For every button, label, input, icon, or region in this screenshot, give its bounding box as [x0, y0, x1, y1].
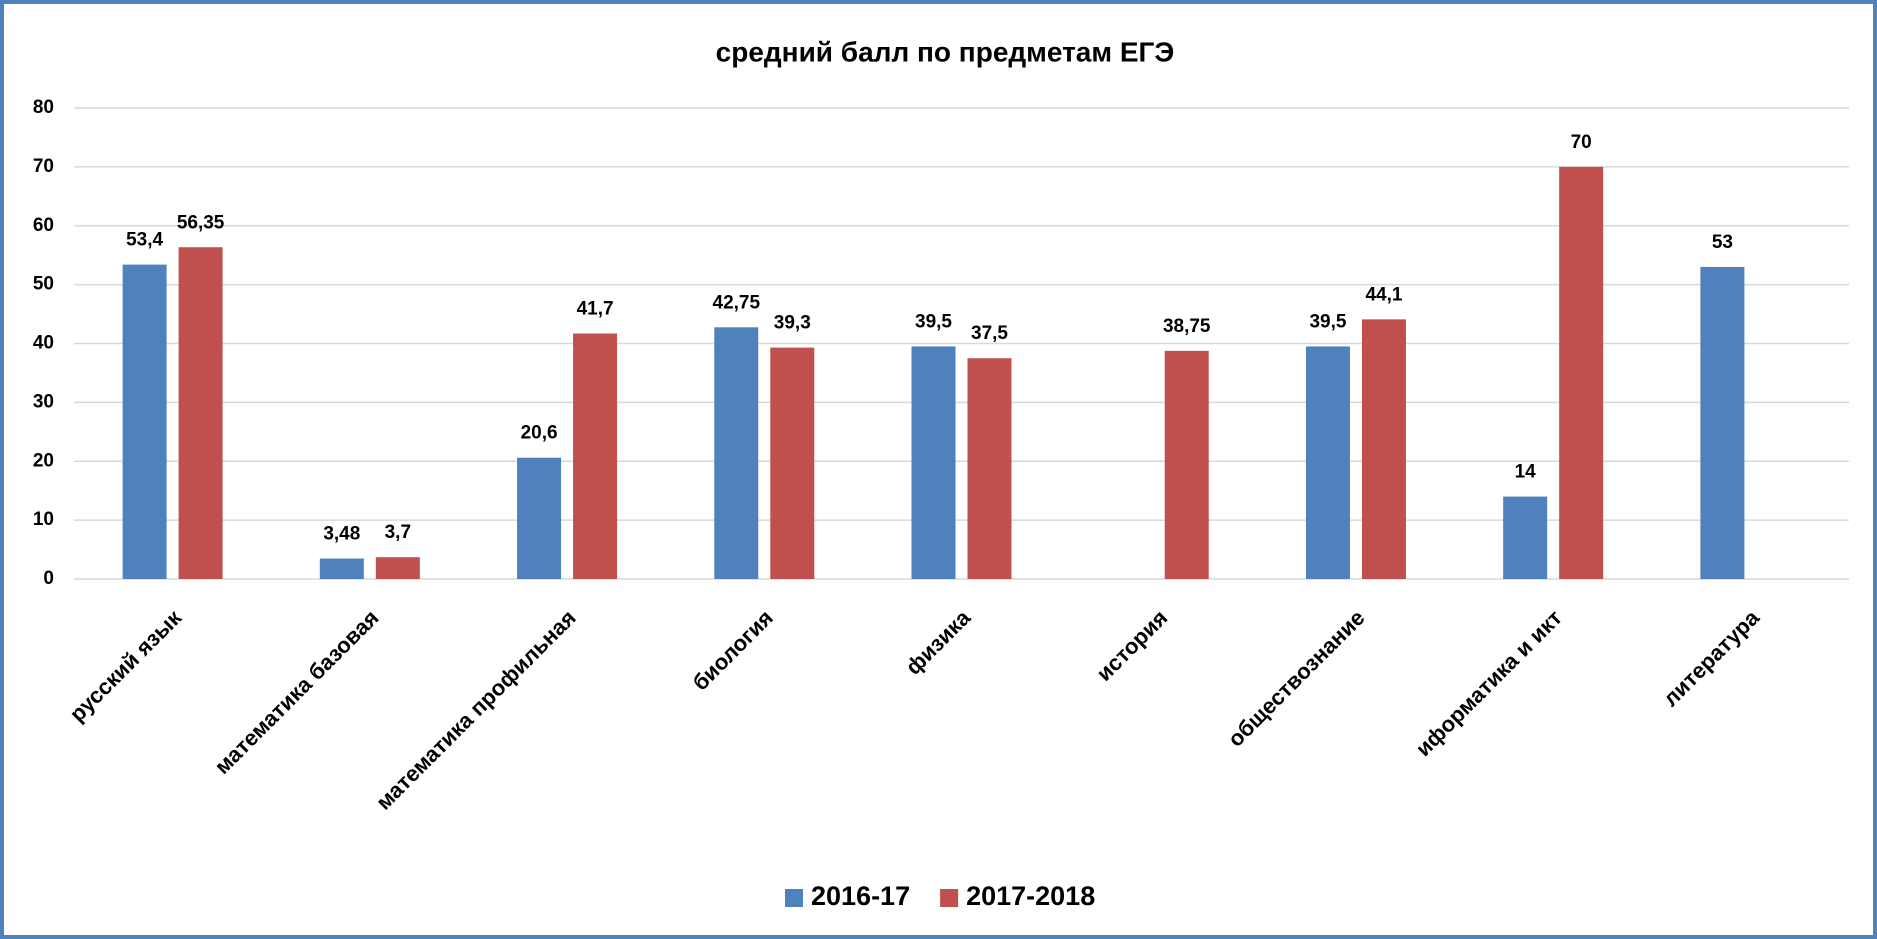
data-label: 53	[1712, 232, 1733, 253]
bar	[178, 247, 223, 579]
data-label: 42,75	[713, 292, 761, 313]
y-tick-label: 40	[33, 333, 54, 354]
data-label: 14	[1515, 462, 1537, 483]
data-label: 3,48	[323, 524, 360, 545]
data-label: 56,35	[177, 212, 225, 233]
legend-label: 2017-2018	[966, 881, 1095, 911]
data-label: 39,3	[774, 313, 811, 334]
bar	[1305, 346, 1350, 579]
data-label: 39,5	[1309, 311, 1346, 332]
data-label: 3,7	[385, 522, 411, 543]
bar	[319, 558, 364, 579]
bar	[1503, 496, 1548, 579]
data-label: 70	[1571, 132, 1592, 153]
data-label: 44,1	[1365, 284, 1402, 305]
bar	[375, 557, 420, 579]
bar	[967, 358, 1012, 579]
bar	[714, 327, 759, 579]
y-tick-label: 0	[43, 568, 54, 589]
y-tick-label: 10	[33, 509, 54, 530]
y-tick-label: 50	[33, 274, 54, 295]
legend-swatch	[940, 889, 959, 907]
data-label: 39,5	[915, 311, 952, 332]
legend-label: 2016-17	[811, 881, 910, 911]
legend-swatch	[785, 889, 803, 907]
data-label: 20,6	[521, 423, 558, 444]
y-tick-label: 30	[33, 391, 54, 412]
y-tick-label: 20	[33, 450, 54, 471]
y-tick-label: 70	[33, 156, 54, 177]
data-label: 37,5	[971, 323, 1008, 344]
chart-title: средний балл по предметам ЕГЭ	[716, 36, 1175, 67]
bar	[1700, 266, 1745, 579]
y-tick-label: 60	[33, 215, 54, 236]
bar	[573, 333, 618, 579]
data-label: 41,7	[577, 299, 614, 320]
bar	[517, 457, 562, 579]
bar	[911, 346, 956, 579]
bar	[770, 347, 815, 579]
y-tick-label: 80	[33, 97, 54, 118]
data-label: 38,75	[1163, 316, 1211, 337]
bar	[1361, 319, 1406, 579]
bar	[1164, 350, 1209, 579]
bar	[122, 264, 167, 579]
data-label: 53,4	[126, 230, 163, 251]
bar	[1559, 166, 1604, 579]
